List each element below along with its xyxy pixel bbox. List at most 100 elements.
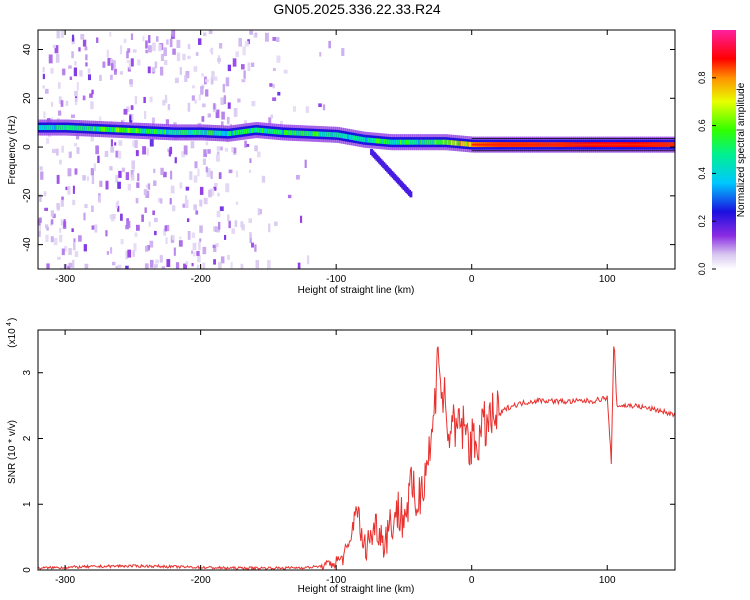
ridge-core bbox=[212, 130, 217, 136]
ridge-core bbox=[90, 126, 95, 132]
ridge-core bbox=[357, 136, 361, 142]
noise-speck bbox=[91, 205, 94, 212]
noise-speck bbox=[84, 46, 88, 51]
ridge-core bbox=[54, 125, 58, 131]
noise-speck bbox=[160, 66, 164, 76]
noise-speck bbox=[158, 44, 162, 52]
ridge-core bbox=[149, 128, 154, 134]
noise-speck bbox=[133, 243, 137, 252]
noise-speck bbox=[136, 182, 140, 188]
ridge-core bbox=[194, 129, 198, 135]
ridge-core bbox=[332, 132, 336, 138]
spectrogram-y-label: Frequency (Hz) bbox=[7, 116, 18, 185]
noise-speck bbox=[276, 55, 281, 63]
ridge-core bbox=[123, 127, 127, 133]
ridge-core bbox=[361, 136, 365, 142]
noise-speck bbox=[192, 242, 197, 251]
noise-speck bbox=[178, 240, 183, 247]
noise-speck bbox=[172, 48, 176, 55]
noise-speck bbox=[61, 145, 65, 153]
noise-speck bbox=[52, 213, 56, 219]
noise-speck bbox=[39, 194, 42, 202]
ridge-core bbox=[251, 127, 255, 133]
noise-speck bbox=[153, 168, 156, 174]
noise-speck bbox=[184, 199, 189, 208]
snr-y-axis: 0 1 2 3 bbox=[22, 370, 675, 573]
ridge-core bbox=[265, 128, 269, 134]
ridge-core bbox=[208, 130, 212, 136]
ridge-core bbox=[204, 130, 208, 136]
ridge-core bbox=[279, 129, 284, 135]
ridge-core bbox=[168, 129, 172, 135]
ridge-core bbox=[393, 139, 397, 145]
noise-speck bbox=[272, 83, 275, 89]
ridge-core bbox=[131, 128, 135, 134]
noise-speck bbox=[129, 79, 133, 85]
noise-speck bbox=[79, 70, 83, 77]
noise-speck bbox=[249, 234, 252, 244]
noise-speck bbox=[69, 151, 72, 158]
ridge-core bbox=[271, 129, 275, 135]
ridge-core bbox=[115, 127, 119, 133]
noise-speck bbox=[221, 121, 224, 126]
ridge-core bbox=[235, 130, 239, 136]
ridge-core bbox=[377, 138, 381, 144]
noise-speck bbox=[146, 245, 150, 251]
noise-speck bbox=[191, 95, 195, 101]
ridge-core bbox=[353, 135, 357, 141]
noise-speck bbox=[145, 40, 148, 49]
noise-speck bbox=[224, 147, 229, 152]
colorbar-gradient bbox=[712, 30, 736, 269]
noise-speck bbox=[74, 97, 78, 106]
noise-speck bbox=[132, 49, 137, 53]
y-tick-label: -40 bbox=[22, 237, 33, 252]
noise-speck bbox=[164, 94, 168, 103]
noise-speck bbox=[172, 205, 176, 212]
ridge-core bbox=[184, 129, 188, 135]
noise-speck bbox=[135, 150, 139, 157]
noise-speck bbox=[259, 208, 262, 215]
ridge-core bbox=[225, 131, 229, 137]
noise-speck bbox=[67, 185, 71, 195]
ridge-core bbox=[241, 129, 245, 135]
ridge-core bbox=[420, 139, 424, 145]
noise-speck bbox=[45, 234, 49, 242]
ridge-core bbox=[218, 130, 223, 136]
noise-speck bbox=[61, 248, 65, 256]
ridge-core bbox=[58, 125, 62, 131]
noise-speck bbox=[91, 89, 94, 95]
noise-speck bbox=[292, 106, 296, 112]
ridge-core bbox=[44, 125, 48, 131]
noise-speck bbox=[219, 206, 224, 212]
ridge-core bbox=[292, 130, 296, 136]
ridge-core bbox=[180, 129, 184, 135]
noise-speck bbox=[61, 196, 64, 201]
ridge-core bbox=[414, 139, 418, 145]
snr-x-axis: -300 -200 -100 0 100 bbox=[55, 330, 616, 586]
noise-speck bbox=[154, 264, 158, 268]
noise-speck bbox=[111, 261, 116, 266]
noise-speck bbox=[215, 243, 219, 248]
noise-speck bbox=[149, 259, 154, 268]
ridge-core bbox=[405, 139, 410, 145]
noise-speck bbox=[102, 61, 106, 68]
noise-speck bbox=[125, 265, 129, 269]
ridge-core bbox=[373, 138, 377, 144]
ridge-core bbox=[408, 139, 412, 145]
noise-speck bbox=[199, 186, 204, 195]
snr-series-line bbox=[38, 346, 675, 570]
noise-speck bbox=[96, 37, 99, 43]
noise-speck bbox=[142, 35, 145, 42]
ridge-core bbox=[314, 131, 318, 137]
ridge-core bbox=[424, 139, 428, 145]
ridge-core bbox=[200, 129, 204, 135]
ridge-core bbox=[328, 132, 332, 138]
ridge-core bbox=[86, 126, 90, 132]
noise-speck bbox=[165, 237, 168, 245]
noise-speck bbox=[233, 151, 237, 155]
noise-speck bbox=[42, 66, 45, 73]
noise-speck bbox=[202, 158, 207, 165]
noise-speck bbox=[94, 224, 98, 233]
noise-speck bbox=[144, 245, 149, 252]
noise-speck bbox=[50, 210, 54, 217]
